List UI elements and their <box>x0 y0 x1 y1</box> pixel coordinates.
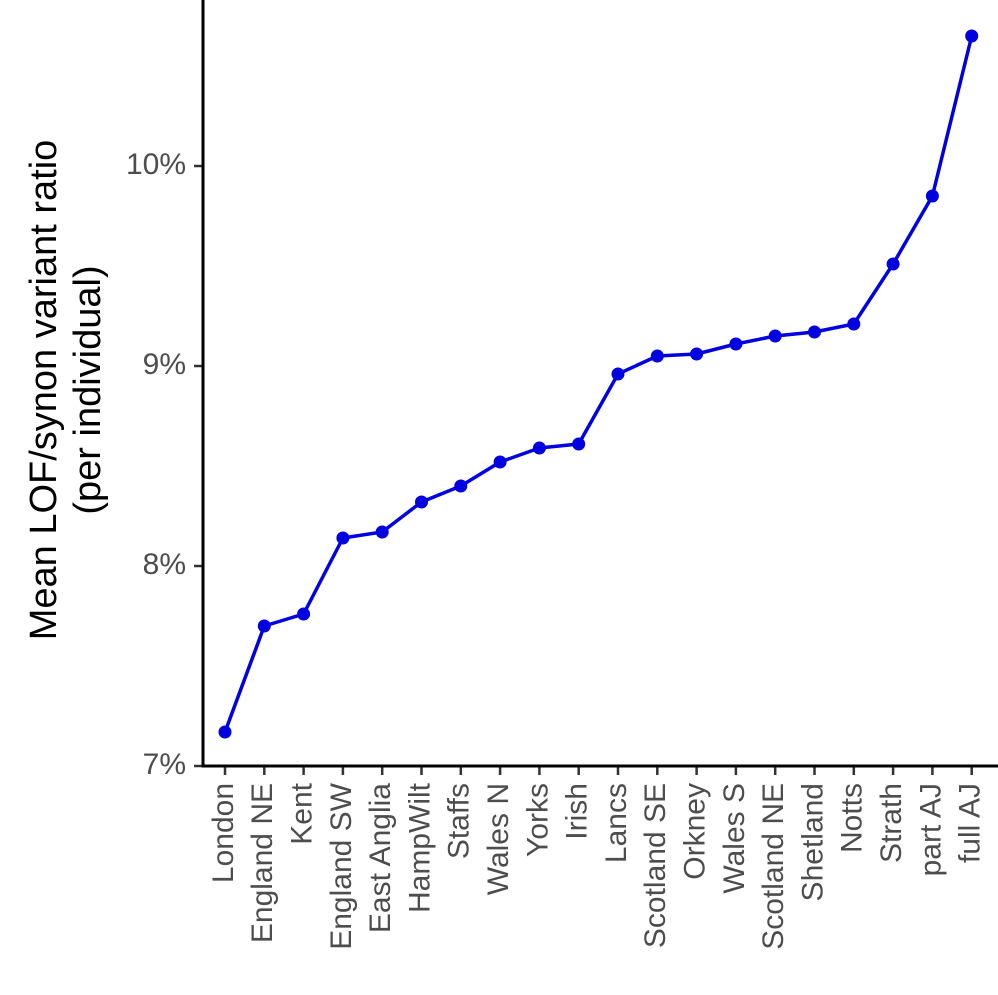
data-point <box>532 441 546 455</box>
data-point <box>297 607 311 621</box>
x-tick-label: England NE <box>246 783 279 943</box>
y-tick-label: 9% <box>143 348 186 381</box>
y-axis-ticks: 7% 8% 9% 10% <box>126 148 203 781</box>
x-tick-label: full AJ <box>954 783 987 863</box>
data-point <box>454 479 468 493</box>
data-point <box>493 455 507 469</box>
data-point <box>218 725 232 739</box>
y-tick-label: 10% <box>126 148 186 181</box>
data-point <box>611 367 625 381</box>
data-point <box>729 337 743 351</box>
y-axis-title: Mean LOF/synon variant ratio (per indivi… <box>23 140 109 641</box>
x-tick-label: Wales S <box>718 783 751 894</box>
data-point <box>375 525 389 539</box>
x-tick-label: Notts <box>836 783 869 853</box>
y-tick-label: 8% <box>143 548 186 581</box>
data-point <box>690 347 704 361</box>
x-tick-label: London <box>207 783 240 883</box>
x-tick-label: England SW <box>325 782 358 949</box>
x-tick-label: Yorks <box>521 783 554 857</box>
data-point <box>336 531 350 545</box>
x-axis-ticks: London England NE Kent England SW East Angli… <box>207 766 987 950</box>
y-tick-label: 7% <box>143 748 186 781</box>
x-tick-label: Strath <box>875 783 908 863</box>
x-tick-label: Irish <box>561 783 594 840</box>
data-point <box>925 189 939 203</box>
series-line <box>223 35 974 733</box>
x-tick-label: East Anglia <box>364 783 397 933</box>
data-point <box>965 29 979 43</box>
data-point <box>415 495 428 509</box>
x-tick-label: Orkney <box>679 783 712 880</box>
x-tick-label: Scotland NE <box>757 783 790 950</box>
data-points <box>218 29 979 739</box>
x-tick-label: Shetland <box>796 783 829 901</box>
data-point <box>257 619 271 633</box>
y-axis-title-line-2: (per individual) <box>67 265 109 514</box>
x-tick-label: Scotland SE <box>639 783 672 948</box>
data-point <box>572 437 586 451</box>
x-tick-label: Kent <box>286 782 319 844</box>
x-tick-label: HampWilt <box>403 782 436 913</box>
data-point <box>650 349 664 363</box>
y-axis-title-line-1: Mean LOF/synon variant ratio <box>23 140 65 641</box>
x-tick-label: part AJ <box>914 783 947 876</box>
x-tick-label: Wales N <box>482 783 515 895</box>
data-point <box>808 325 821 339</box>
data-point <box>847 317 861 331</box>
x-tick-label: Lancs <box>600 783 633 863</box>
data-point <box>768 329 782 343</box>
data-point <box>886 257 900 271</box>
x-tick-label: Staffs <box>443 783 476 859</box>
